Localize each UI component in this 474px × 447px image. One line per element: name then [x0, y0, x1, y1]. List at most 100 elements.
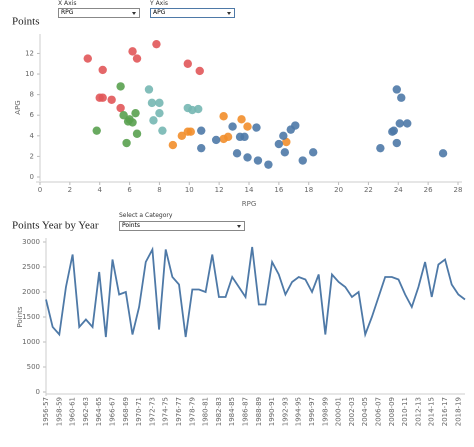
point: [376, 143, 385, 153]
x-tick-label: 1978-79: [188, 397, 196, 426]
point: [237, 115, 246, 124]
x-tick-label: 1986-87: [242, 397, 250, 426]
point: [298, 156, 307, 165]
x-tick-label: 4: [97, 186, 102, 194]
point: [264, 160, 273, 169]
y-tick-label: 2000: [22, 288, 40, 296]
x-tick-label: 22: [364, 186, 373, 194]
y-tick-label: 1000: [22, 338, 40, 346]
x-tick-label: 2016-17: [441, 397, 449, 426]
point: [98, 93, 107, 102]
point: [128, 47, 137, 56]
point: [253, 156, 263, 165]
x-tick-label: 2014-15: [428, 397, 436, 426]
point: [197, 126, 206, 135]
point: [168, 140, 178, 150]
x-tick-label: 2006-07: [375, 397, 383, 426]
x-tick-label: 2000-01: [335, 397, 343, 426]
x-tick-label: 1966-67: [109, 397, 117, 426]
y-tick-label: 500: [27, 363, 40, 371]
x-tick-label: 6: [127, 186, 132, 194]
point: [195, 66, 204, 76]
x-tick-label: 1974-75: [162, 397, 170, 426]
point: [158, 126, 167, 135]
point: [403, 119, 412, 128]
x-tick-label: 1982-83: [215, 397, 223, 426]
x-tick-label: 24: [394, 186, 403, 194]
x-tick-label: 10: [185, 186, 194, 194]
x-tick-label: 1964-65: [95, 397, 103, 426]
point: [228, 122, 237, 131]
x-tick-label: 2008-09: [388, 397, 396, 426]
point: [119, 111, 128, 120]
point: [155, 98, 164, 108]
y-axis-title: Points: [16, 306, 24, 327]
point: [219, 112, 228, 121]
y-tick-label: 2: [30, 152, 34, 160]
point: [116, 103, 125, 113]
point: [122, 138, 131, 148]
y-axis-title: APG: [14, 100, 22, 114]
x-tick-label: 16: [274, 186, 283, 194]
x-tick-label: 26: [424, 186, 433, 194]
category-label: Select a Category: [119, 212, 173, 219]
x-tick-label: 1962-63: [82, 397, 90, 426]
point: [177, 131, 187, 141]
point: [83, 54, 92, 63]
x-tick-label: 1998-99: [321, 397, 329, 426]
x-tick-label: 20: [334, 186, 343, 194]
x-tick-label: 1984-85: [228, 397, 236, 426]
y-tick-label: 8: [30, 91, 34, 99]
x-tick-label: 1968-69: [122, 397, 130, 426]
point: [223, 132, 233, 142]
point: [397, 93, 406, 102]
x-tick-label: 1958-59: [55, 397, 63, 426]
x-axis-dropdown[interactable]: RPG: [58, 8, 140, 18]
y-tick-label: 0: [30, 173, 34, 181]
x-tick-label: 2010-11: [401, 397, 409, 426]
point: [392, 138, 401, 148]
x-tick-label: 2002-03: [348, 397, 356, 426]
point: [152, 39, 161, 49]
point: [274, 139, 284, 149]
y-axis-label: Y Axis: [150, 0, 169, 7]
point: [243, 153, 252, 162]
point: [252, 123, 261, 132]
point: [147, 98, 157, 108]
y-tick-label: 10: [25, 70, 34, 78]
point: [240, 132, 249, 142]
x-tick-label: 2004-05: [361, 397, 369, 426]
y-tick-label: 3000: [22, 238, 40, 246]
x-tick-label: 1994-95: [295, 397, 303, 426]
point: [125, 115, 134, 124]
x-tick-label: 2018-19: [454, 397, 462, 426]
point: [392, 85, 401, 94]
x-tick-label: 1988-89: [255, 397, 263, 426]
point: [186, 127, 195, 136]
point: [92, 126, 101, 135]
point: [197, 143, 206, 153]
x-tick-label: 2012-13: [414, 397, 422, 426]
point: [308, 148, 318, 157]
y-axis-dropdown[interactable]: APG: [150, 8, 235, 18]
x-tick-label: 28: [454, 186, 463, 194]
point: [144, 85, 154, 94]
x-tick-label: 2: [68, 186, 72, 194]
category-dropdown[interactable]: Points: [119, 221, 245, 231]
point: [194, 104, 203, 114]
point: [155, 108, 164, 118]
x-tick-label: 1970-71: [135, 397, 143, 426]
x-tick-label: 8: [157, 186, 161, 194]
point: [232, 149, 242, 158]
point: [389, 126, 399, 135]
y-tick-label: 0: [36, 388, 40, 396]
point: [107, 95, 116, 104]
point: [280, 148, 290, 157]
point: [98, 65, 107, 75]
y-tick-label: 12: [25, 49, 34, 57]
y-tick-label: 6: [30, 111, 35, 119]
x-tick-label: 1976-77: [175, 397, 183, 426]
point: [395, 119, 404, 128]
point: [132, 129, 142, 138]
